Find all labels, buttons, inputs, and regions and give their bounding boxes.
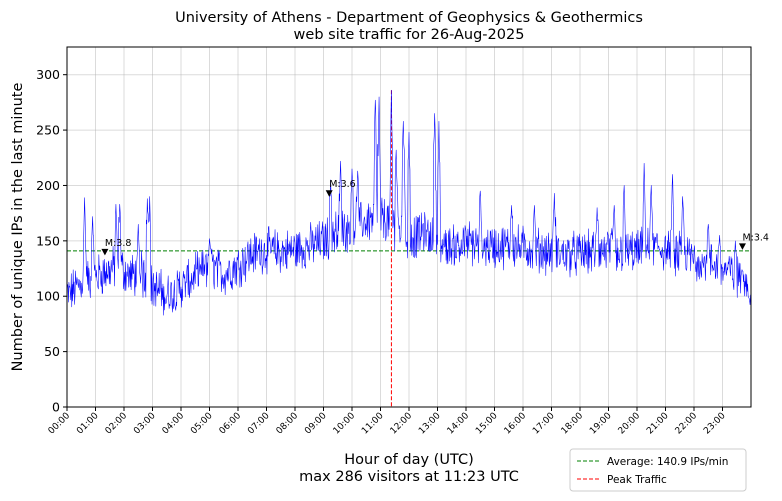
y-tick-label: 300 [36,67,60,82]
traffic-series [66,89,751,316]
y-tick-label: 100 [36,289,60,304]
earthquake-marker [325,190,333,197]
chart-title-line1: University of Athens - Department of Geo… [175,10,643,26]
legend-box [569,448,747,492]
legend-peak-label: Peak Traffic [607,474,667,486]
y-tick-label: 0 [52,400,60,415]
earthquake-marker-label: M:3.8 [105,238,132,249]
x-axis-label-line1: Hour of day (UTC) [344,452,473,468]
y-tick-label: 200 [36,178,60,193]
x-axis-label-line2: max 286 visitors at 11:23 UTC [299,469,519,485]
y-axis-label: Number of unique IPs in the last minute [10,83,26,372]
earthquake-marker [738,243,746,250]
earthquake-marker-label: M:3.4 [742,232,769,243]
earthquake-marker-label: M:3.6 [329,179,356,190]
earthquake-marker [101,248,109,256]
traffic-line [66,89,751,316]
legend-average-label: Average: 140.9 IPs/min [607,456,728,468]
y-axis: 0 50 100 150 200 250 300 [36,67,67,415]
y-tick-label: 150 [36,233,60,248]
event-markers: M:3.8 M:3.6 M:3.4 [101,179,769,256]
chart-title-line2: web site traffic for 26-Aug-2025 [294,27,525,43]
y-tick-label: 50 [44,344,60,359]
legend: Average: 140.9 IPs/min Peak Traffic [569,448,747,492]
y-tick-label: 250 [36,123,60,138]
